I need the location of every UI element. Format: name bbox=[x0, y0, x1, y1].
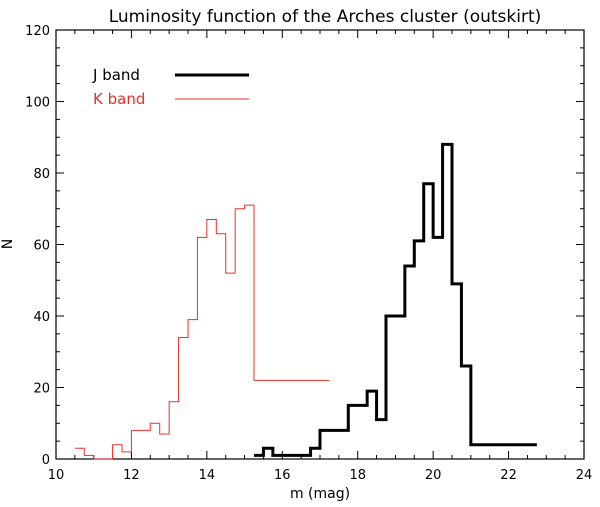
legend: J band K band bbox=[92, 66, 249, 108]
series-k-band-step bbox=[74, 204, 330, 460]
series-j-band-step bbox=[254, 142, 537, 457]
series-group bbox=[74, 142, 537, 460]
legend-label: K band bbox=[93, 90, 145, 108]
y-tick-label: 40 bbox=[33, 310, 50, 325]
axis-ticks: 10 12 14 16 18 20 22 24 0 20 40 60 80 100 120 bbox=[25, 24, 592, 483]
legend-label: J band bbox=[92, 66, 140, 84]
chart-title: Luminosity function of the Arches cluste… bbox=[109, 7, 542, 27]
y-tick-label: 80 bbox=[33, 167, 50, 182]
x-tick-label: 16 bbox=[274, 468, 291, 483]
x-tick-label: 24 bbox=[576, 468, 593, 483]
y-tick-label: 60 bbox=[33, 239, 50, 254]
y-tick-label: 120 bbox=[25, 24, 50, 39]
x-tick-label: 18 bbox=[349, 468, 366, 483]
x-tick-label: 20 bbox=[425, 468, 442, 483]
y-tick-label: 100 bbox=[25, 96, 50, 111]
x-tick-label: 22 bbox=[500, 468, 517, 483]
x-tick-label: 14 bbox=[199, 468, 216, 483]
y-tick-label: 20 bbox=[33, 382, 50, 397]
x-tick-label: 10 bbox=[48, 468, 65, 483]
y-tick-label: 0 bbox=[42, 453, 50, 468]
x-tick-label: 12 bbox=[123, 468, 140, 483]
y-axis-label: N bbox=[0, 239, 16, 249]
x-axis-label: m (mag) bbox=[290, 486, 350, 502]
